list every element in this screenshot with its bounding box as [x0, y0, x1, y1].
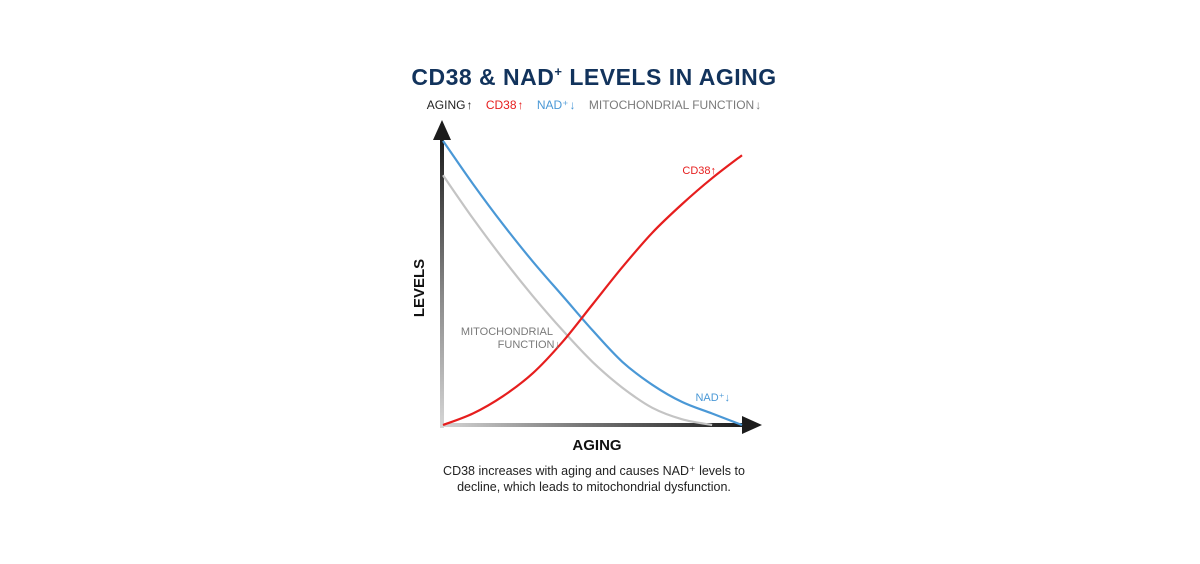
annotation-nad: NAD⁺↓ [695, 392, 730, 404]
x-axis-arrowhead [742, 416, 762, 434]
chart-title: CD38 & NAD+ LEVELS IN AGING [0, 64, 1188, 91]
legend-label-aging: AGING [426, 98, 466, 112]
legend-item-mitochondrial-function: MITOCHONDRIAL FUNCTION↓ [589, 98, 761, 112]
caption-line-2: decline, which leads to mitochondrial dy… [457, 480, 731, 494]
legend-label-nad: NAD⁺ [536, 98, 569, 112]
legend-label-cd38: CD38 [485, 98, 517, 112]
title-superscript: + [554, 64, 563, 79]
annotation-nad-label: NAD⁺ [695, 392, 724, 404]
legend-arrow-aging: ↑ [466, 98, 473, 112]
legend-arrow-mitochondrial-function: ↓ [755, 98, 762, 112]
title-rest: LEVELS IN AGING [562, 64, 777, 90]
legend: AGING↑ CD38↑ NAD⁺↓ MITOCHONDRIAL FUNCTIO… [0, 98, 1188, 112]
title-main: CD38 & NAD [411, 64, 555, 90]
annotation-cd38: CD38↑ [682, 165, 716, 177]
legend-label-mitochondrial-function: MITOCHONDRIAL FUNCTION [588, 98, 755, 112]
annotation-mitochondrial-function-line1: MITOCHONDRIAL [461, 326, 553, 338]
legend-item-cd38: CD38↑ [486, 98, 527, 112]
series-line-nad [442, 140, 743, 427]
x-axis-line [440, 423, 744, 427]
caption: CD38 increases with aging and causes NAD… [0, 463, 1188, 495]
legend-item-aging: AGING↑ [427, 98, 476, 112]
legend-arrow-cd38: ↑ [517, 98, 524, 112]
y-axis-arrowhead [433, 120, 451, 140]
legend-arrow-nad: ↓ [569, 98, 576, 112]
annotation-cd38-arrow: ↑ [711, 165, 717, 177]
annotation-mitochondrial-function-line2: FUNCTION↓ [498, 339, 560, 351]
annotation-mitochondrial-function-arrow: ↓ [555, 339, 561, 351]
series-line-cd38 [442, 154, 743, 427]
series-line-mitochondrial-function [442, 174, 713, 427]
annotation-cd38-label: CD38 [682, 165, 710, 177]
annotation-nad-arrow: ↓ [725, 392, 731, 404]
x-axis-label: AGING [572, 437, 621, 454]
caption-line-1: CD38 increases with aging and causes NAD… [443, 464, 745, 478]
legend-item-nad: NAD⁺↓ [537, 98, 579, 112]
y-axis-label: LEVELS [411, 259, 428, 317]
annotation-mitochondrial-function-label: FUNCTION [498, 339, 555, 351]
y-axis-line [440, 138, 444, 428]
